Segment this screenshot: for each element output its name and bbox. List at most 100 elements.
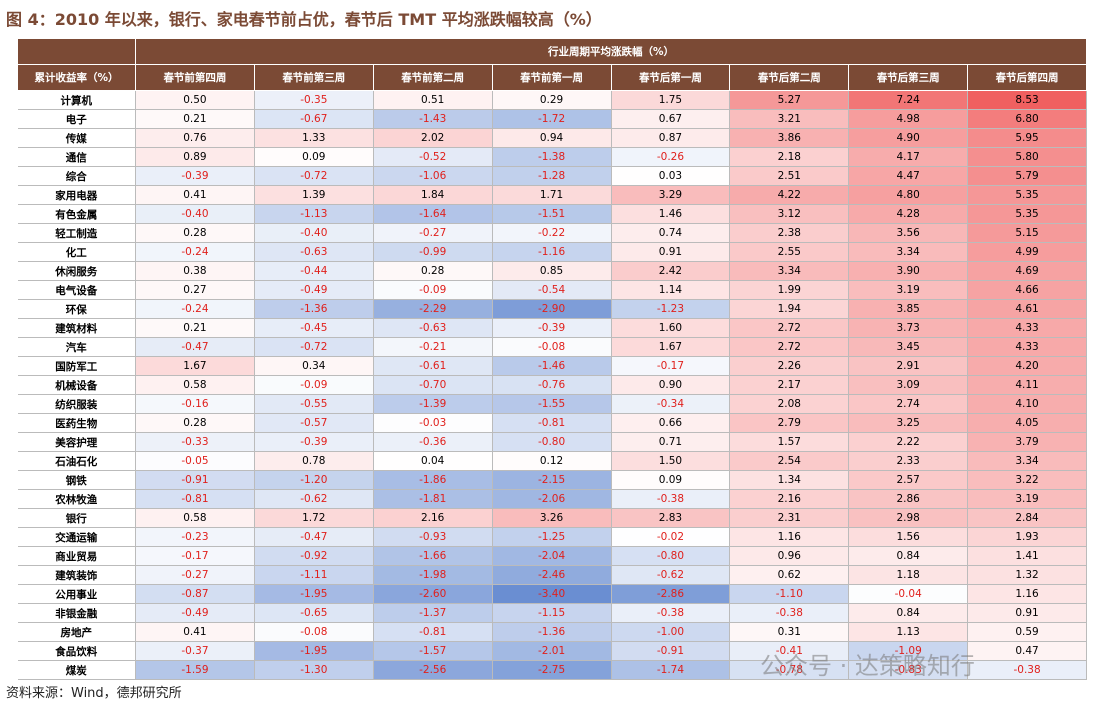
value-cell: 0.34 — [253, 356, 374, 376]
value-cell: -0.08 — [253, 622, 374, 642]
value-cell: -0.62 — [253, 489, 374, 509]
value-cell: -0.17 — [610, 356, 731, 376]
value-cell: 1.33 — [253, 128, 374, 148]
row-label: 化工 — [17, 242, 136, 262]
table-row: 休闲服务 0.38 -0.44 0.28 0.85 2.42 3.34 3.90 4.69 — [17, 261, 1087, 281]
value-cell: 3.34 — [729, 261, 850, 281]
value-cell: 2.16 — [372, 508, 493, 528]
value-cell: -0.38 — [610, 603, 731, 623]
value-cell: 2.98 — [848, 508, 969, 528]
row-label: 农林牧渔 — [17, 489, 136, 509]
value-cell: -0.63 — [253, 242, 374, 262]
value-cell: 1.56 — [848, 527, 969, 547]
value-cell: 4.33 — [967, 318, 1087, 338]
table-row: 商业贸易 -0.17 -0.92 -1.66 -2.04 -0.80 0.96 0.84 1.4… — [17, 546, 1087, 566]
value-cell: -0.44 — [253, 261, 374, 281]
value-cell: 0.50 — [135, 90, 255, 110]
table-body: 计算机 0.50 -0.35 0.51 0.29 1.75 5.27 7.24 8.53 电子 0.… — [17, 90, 1087, 680]
table-row: 建筑材料 0.21 -0.45 -0.63 -0.39 1.60 2.72 3.73 4.33 — [17, 318, 1087, 338]
row-label: 非银金融 — [17, 603, 136, 623]
value-cell: 0.38 — [135, 261, 255, 281]
value-cell: -0.09 — [372, 280, 493, 300]
row-label: 轻工制造 — [17, 223, 136, 243]
value-cell: -0.70 — [372, 375, 493, 395]
value-cell: -0.04 — [848, 584, 969, 604]
row-label: 汽车 — [17, 337, 136, 357]
value-cell: 0.67 — [610, 109, 731, 129]
value-cell: 2.26 — [729, 356, 850, 376]
value-cell: -1.20 — [253, 470, 374, 490]
value-cell: -0.81 — [372, 622, 493, 642]
value-cell: -1.38 — [491, 147, 612, 167]
table-row: 石油石化 -0.05 0.78 0.04 0.12 1.50 2.54 2.33 3.34 — [17, 451, 1087, 471]
value-cell: 5.79 — [967, 166, 1087, 186]
value-cell: 3.56 — [848, 223, 969, 243]
value-cell: -1.98 — [372, 565, 493, 585]
value-cell: -1.64 — [372, 204, 493, 224]
value-cell: -1.86 — [372, 470, 493, 490]
value-cell: -1.95 — [253, 584, 374, 604]
value-cell: -1.57 — [372, 641, 493, 661]
row-label: 建筑材料 — [17, 318, 136, 338]
value-cell: -0.54 — [491, 280, 612, 300]
value-cell: -0.39 — [135, 166, 255, 186]
column-header: 春节前第一周 — [491, 64, 612, 91]
value-cell: 0.89 — [135, 147, 255, 167]
value-cell: -0.83 — [848, 660, 969, 680]
value-cell: -2.90 — [491, 299, 612, 319]
value-cell: -1.37 — [372, 603, 493, 623]
column-header: 春节前第四周 — [135, 64, 255, 91]
value-cell: 6.80 — [967, 109, 1087, 129]
value-cell: -2.01 — [491, 641, 612, 661]
value-cell: -1.28 — [491, 166, 612, 186]
value-cell: 2.02 — [372, 128, 493, 148]
value-cell: 3.19 — [967, 489, 1087, 509]
value-cell: -1.39 — [372, 394, 493, 414]
table-row: 计算机 0.50 -0.35 0.51 0.29 1.75 5.27 7.24 8.53 — [17, 90, 1087, 110]
value-cell: -0.40 — [135, 204, 255, 224]
value-cell: 1.57 — [729, 432, 850, 452]
value-cell: 4.80 — [848, 185, 969, 205]
value-cell: -2.56 — [372, 660, 493, 680]
value-cell: -0.55 — [253, 394, 374, 414]
value-cell: 0.76 — [135, 128, 255, 148]
value-cell: -1.11 — [253, 565, 374, 585]
value-cell: 3.09 — [848, 375, 969, 395]
value-cell: 3.29 — [610, 185, 731, 205]
value-cell: 0.84 — [848, 603, 969, 623]
table-row: 公用事业 -0.87 -1.95 -2.60 -3.40 -2.86 -1.10 -0.04 1… — [17, 584, 1087, 604]
value-cell: 0.28 — [135, 223, 255, 243]
column-header: 春节后第二周 — [729, 64, 850, 91]
row-label: 建筑装饰 — [17, 565, 136, 585]
value-cell: -0.80 — [610, 546, 731, 566]
value-cell: 0.66 — [610, 413, 731, 433]
row-label: 电子 — [17, 109, 136, 129]
value-cell: -0.27 — [372, 223, 493, 243]
table-row: 家用电器 0.41 1.39 1.84 1.71 3.29 4.22 4.80 5.35 — [17, 185, 1087, 205]
value-cell: -1.13 — [253, 204, 374, 224]
value-cell: -0.24 — [135, 299, 255, 319]
value-cell: -0.81 — [135, 489, 255, 509]
table-row: 煤炭 -1.59 -1.30 -2.56 -2.75 -1.74 -0.78 -0.83 -0.… — [17, 660, 1087, 680]
value-cell: 4.66 — [967, 280, 1087, 300]
value-cell: 4.10 — [967, 394, 1087, 414]
column-header: 春节后第四周 — [967, 64, 1087, 91]
row-label: 休闲服务 — [17, 261, 136, 281]
row-label: 电气设备 — [17, 280, 136, 300]
row-label: 国防军工 — [17, 356, 136, 376]
table-row: 轻工制造 0.28 -0.40 -0.27 -0.22 0.74 2.38 3.56 5.15 — [17, 223, 1087, 243]
value-cell: 5.95 — [967, 128, 1087, 148]
value-cell: -0.27 — [135, 565, 255, 585]
value-cell: 0.21 — [135, 109, 255, 129]
value-cell: 1.13 — [848, 622, 969, 642]
value-cell: -0.49 — [253, 280, 374, 300]
value-cell: 1.46 — [610, 204, 731, 224]
value-cell: 1.67 — [610, 337, 731, 357]
value-cell: -1.06 — [372, 166, 493, 186]
value-cell: 0.09 — [253, 147, 374, 167]
value-cell: -1.25 — [491, 527, 612, 547]
value-cell: -1.95 — [253, 641, 374, 661]
table-row: 房地产 0.41 -0.08 -0.81 -1.36 -1.00 0.31 1.13 0.59 — [17, 622, 1087, 642]
value-cell: -1.46 — [491, 356, 612, 376]
